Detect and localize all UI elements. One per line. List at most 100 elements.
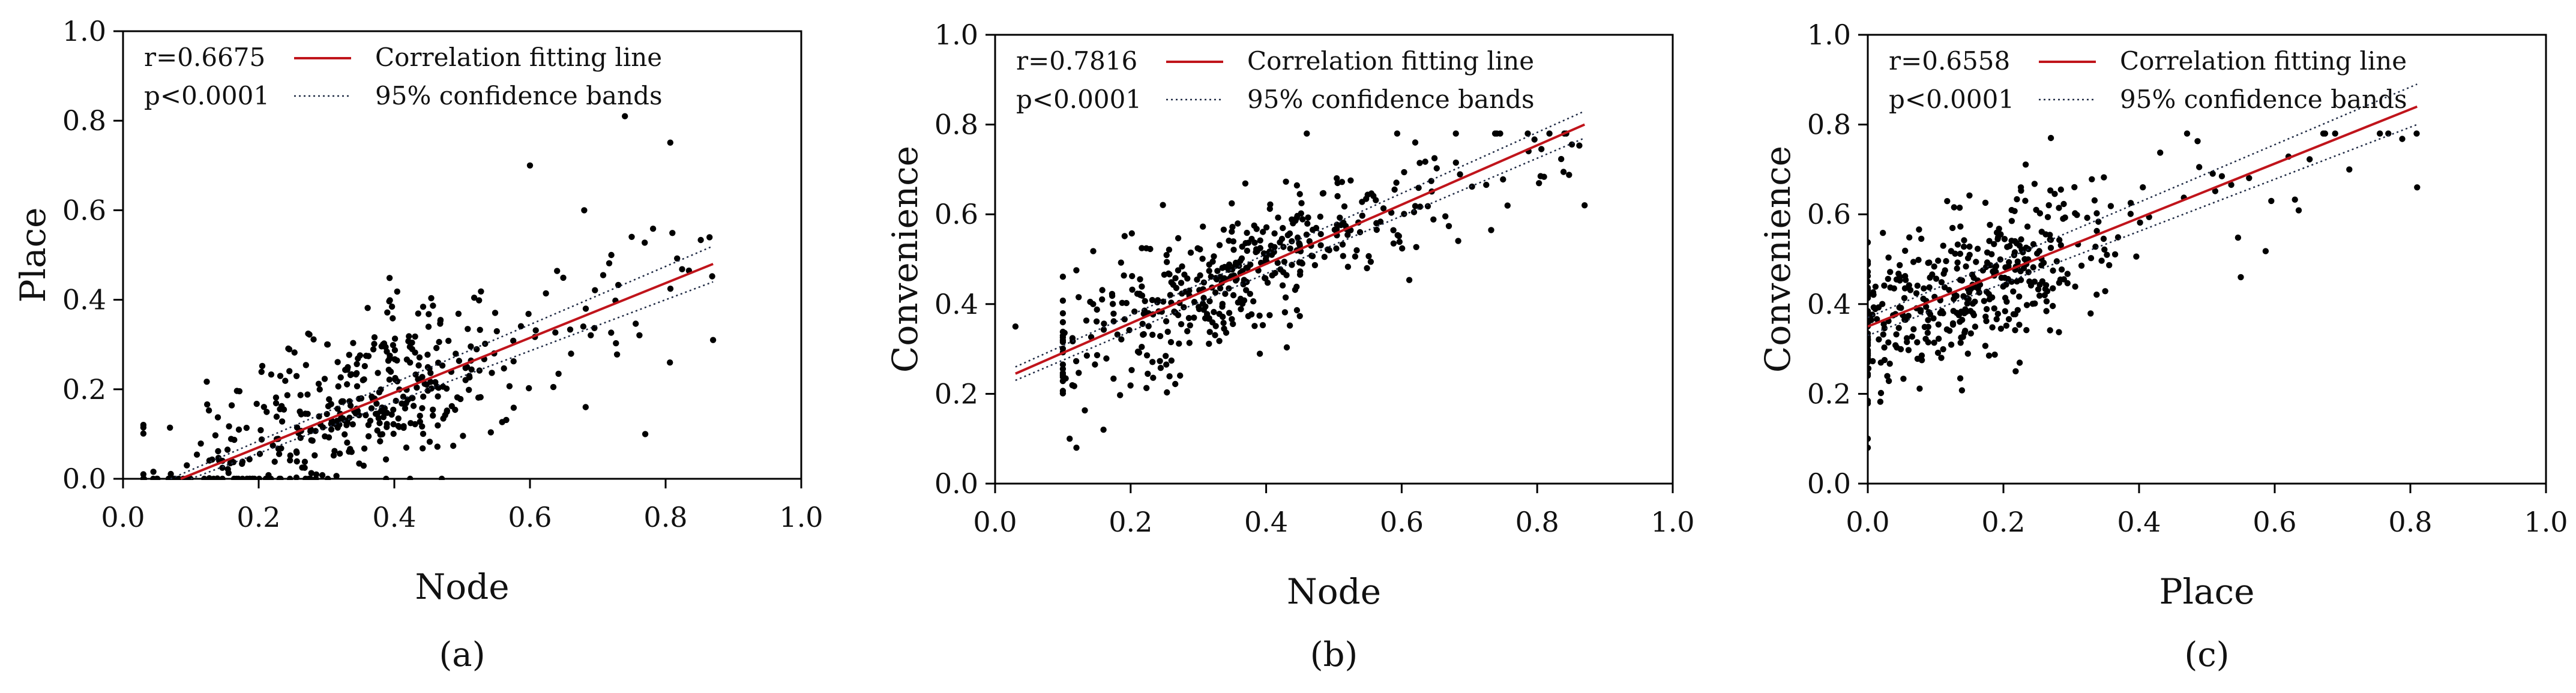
data-point xyxy=(1967,330,1974,337)
data-point xyxy=(1139,283,1145,290)
data-point xyxy=(2089,176,2095,182)
data-point xyxy=(1259,322,1266,329)
data-point xyxy=(1334,179,1341,187)
data-point xyxy=(1993,316,2000,323)
data-point xyxy=(709,337,717,343)
data-point xyxy=(2043,308,2050,314)
data-point xyxy=(1136,349,1143,356)
scatter-points xyxy=(140,113,717,480)
data-point xyxy=(1906,282,1912,289)
data-point xyxy=(430,302,436,309)
data-point xyxy=(1283,344,1290,351)
data-point xyxy=(420,430,427,437)
data-point xyxy=(1059,274,1067,280)
data-point xyxy=(697,236,704,244)
data-point xyxy=(2101,174,2107,181)
data-point xyxy=(358,395,365,402)
data-point xyxy=(1394,232,1401,239)
correlation-r-value: r=0.6675 xyxy=(144,43,265,72)
data-point xyxy=(592,287,598,293)
data-point xyxy=(1281,309,1289,316)
data-point xyxy=(1356,229,1364,236)
data-point xyxy=(1504,202,1511,209)
data-point xyxy=(1143,352,1151,359)
data-point xyxy=(1985,352,1993,359)
data-point xyxy=(1930,315,1937,322)
data-point xyxy=(1168,279,1175,286)
data-point xyxy=(1083,317,1090,324)
y-tick-label: 0.8 xyxy=(1807,109,1851,141)
data-point xyxy=(1991,351,1998,358)
data-point xyxy=(1943,258,1949,265)
data-point xyxy=(1880,321,1887,328)
data-point xyxy=(1581,202,1588,209)
data-point xyxy=(342,431,348,438)
data-point xyxy=(613,340,619,347)
data-point xyxy=(395,422,402,430)
data-point xyxy=(436,338,442,346)
data-point xyxy=(1177,372,1184,379)
data-point xyxy=(1160,202,1166,208)
data-point xyxy=(140,430,147,437)
data-point xyxy=(1966,243,1973,250)
data-point xyxy=(1206,340,1212,347)
data-point xyxy=(1272,269,1278,277)
data-point xyxy=(2111,251,2119,258)
data-point xyxy=(1868,445,1871,451)
data-point xyxy=(2078,262,2085,269)
data-point xyxy=(286,475,293,480)
data-point xyxy=(293,449,300,456)
data-point xyxy=(706,234,713,241)
data-point xyxy=(2012,238,2018,245)
x-tick-label: 0.4 xyxy=(372,501,416,533)
data-point xyxy=(2036,248,2042,254)
data-point xyxy=(1099,287,1106,293)
data-point xyxy=(1178,280,1185,286)
data-point xyxy=(2010,288,2017,295)
legend-band-label: 95% confidence bands xyxy=(2120,85,2407,114)
data-point xyxy=(361,363,368,370)
data-point xyxy=(356,460,363,467)
data-point xyxy=(1149,331,1156,338)
data-point xyxy=(1211,308,1217,316)
data-point xyxy=(1076,294,1082,301)
data-point xyxy=(296,408,303,415)
data-point xyxy=(399,400,405,407)
data-point xyxy=(1868,400,1871,407)
data-point xyxy=(337,374,344,381)
data-point xyxy=(1985,291,1992,298)
data-point xyxy=(1298,200,1305,206)
data-point xyxy=(1868,239,1871,246)
data-point xyxy=(456,358,463,364)
data-point xyxy=(1380,205,1387,212)
data-point xyxy=(1256,350,1263,357)
data-point xyxy=(1359,199,1365,205)
data-point xyxy=(1994,236,2001,242)
data-point xyxy=(1909,333,1916,340)
data-point xyxy=(371,334,378,341)
data-point xyxy=(376,420,383,427)
data-point xyxy=(1902,247,1909,254)
data-point xyxy=(428,295,435,302)
data-point xyxy=(394,288,400,295)
data-point xyxy=(1902,277,1909,283)
data-point xyxy=(606,260,613,266)
data-point xyxy=(224,446,231,453)
data-point xyxy=(1560,169,1567,175)
data-point xyxy=(1187,249,1194,256)
data-point xyxy=(1877,389,1885,397)
data-point xyxy=(1868,268,1871,275)
data-point xyxy=(315,380,322,387)
legend-fit-label: Correlation fitting line xyxy=(2120,46,2407,76)
data-point xyxy=(568,350,574,357)
data-point xyxy=(1994,310,2001,317)
data-point xyxy=(1918,235,1925,242)
data-point xyxy=(468,366,475,373)
data-point xyxy=(510,404,517,411)
data-point xyxy=(272,400,280,407)
data-point xyxy=(2023,327,2030,334)
data-point xyxy=(297,392,304,398)
data-point xyxy=(1286,322,1293,329)
data-point xyxy=(433,344,440,352)
